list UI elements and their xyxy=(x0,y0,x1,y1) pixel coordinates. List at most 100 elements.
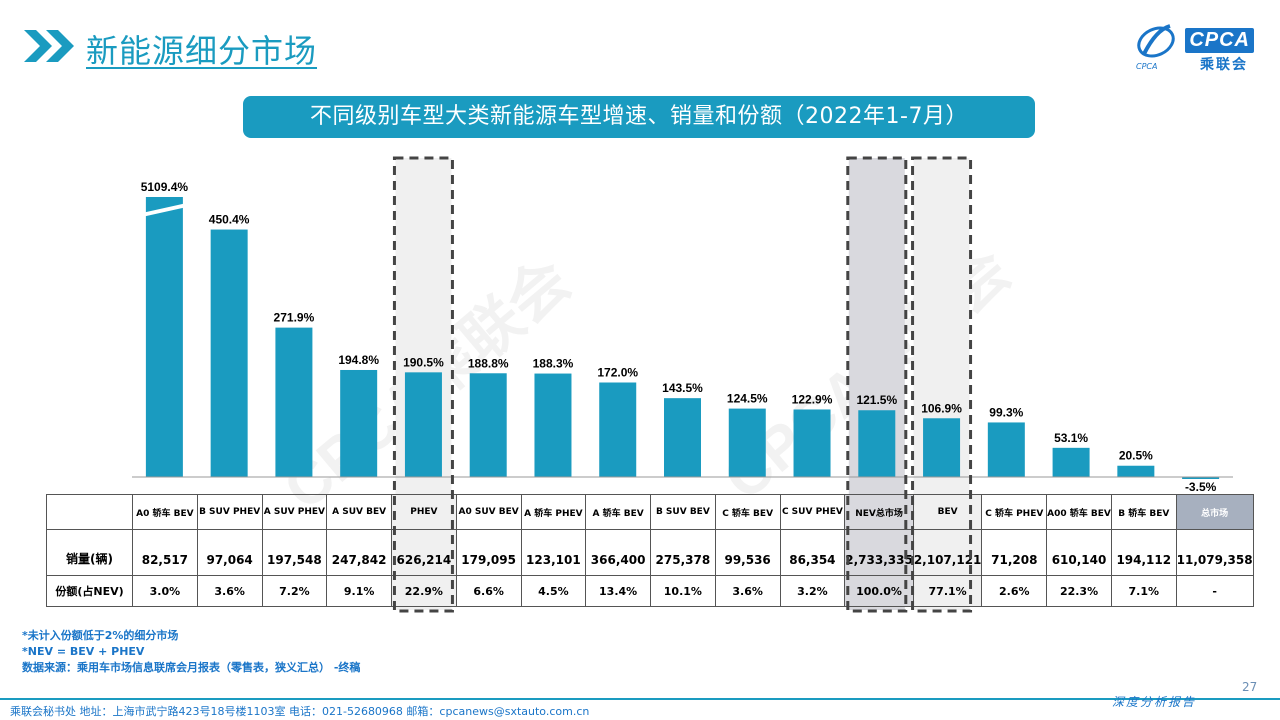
table-header-cell: NEV总市场 xyxy=(844,494,914,530)
table-header-cell: A 轿车 BEV xyxy=(585,494,651,530)
bar-value-label: 188.8% xyxy=(468,356,509,370)
table-cell: 6.6% xyxy=(455,575,522,607)
bar xyxy=(987,422,1025,477)
table-header-cell: C 轿车 BEV xyxy=(714,494,781,530)
table-cell: 366,400 xyxy=(585,529,651,576)
table-corner-cell xyxy=(46,494,133,530)
table-header-cell: B SUV PHEV xyxy=(196,494,263,530)
note-line: *未计入份额低于2%的细分市场 xyxy=(22,629,179,642)
table-header-cell: A0 SUV BEV xyxy=(455,494,522,530)
bar xyxy=(404,372,442,477)
bar xyxy=(469,373,507,477)
table-cell: 194,112 xyxy=(1110,529,1177,576)
table-header-cell: PHEV xyxy=(391,494,457,530)
table-cell: 4.5% xyxy=(520,575,587,607)
bar xyxy=(1052,447,1090,477)
page-title: 新能源细分市场 xyxy=(86,32,318,70)
logo-subtext: CPCA xyxy=(1136,62,1158,71)
axis-break-mark xyxy=(141,203,187,217)
bar xyxy=(534,373,572,477)
page-number: 27 xyxy=(1242,680,1258,694)
table-cell: 10.1% xyxy=(650,575,716,607)
table-cell: 71,208 xyxy=(981,529,1048,576)
table-cell: 275,378 xyxy=(650,529,716,576)
bar-value-label: 190.5% xyxy=(403,355,444,369)
table-cell: 13.4% xyxy=(585,575,651,607)
table-cell: 2.6% xyxy=(981,575,1048,607)
table-header-row: A0 轿车 BEV B SUV PHEV A SUV PHEV A SUV BEV PH… xyxy=(46,494,1254,530)
table-cell: 2,107,121 xyxy=(912,529,983,576)
bar xyxy=(275,327,313,477)
bar xyxy=(793,409,831,477)
table-header-cell: C SUV PHEV xyxy=(779,494,846,530)
bar-value-label: 450.4% xyxy=(209,213,250,227)
table-cell: 3.2% xyxy=(779,575,846,607)
bar-value-label: 172.0% xyxy=(597,366,638,380)
table-cell: 99,536 xyxy=(714,529,781,576)
bar-value-label: 20.5% xyxy=(1119,449,1153,463)
table-cell: - xyxy=(1175,575,1254,607)
bar xyxy=(340,369,378,477)
table-header-cell: A 轿车 PHEV xyxy=(520,494,587,530)
bar xyxy=(599,382,637,477)
table-cell: 610,140 xyxy=(1046,529,1112,576)
bar-value-label: 271.9% xyxy=(274,311,315,325)
table-cell: 97,064 xyxy=(196,529,263,576)
table-cell: 9.1% xyxy=(326,575,392,607)
bar xyxy=(858,410,896,477)
bar-value-label: -3.5% xyxy=(1185,480,1217,494)
bar xyxy=(728,408,766,477)
bar-value-label: 121.5% xyxy=(856,393,897,407)
chevron-double-icon xyxy=(24,30,74,62)
bar-value-label: 122.9% xyxy=(792,392,833,406)
table-cell: 123,101 xyxy=(520,529,587,576)
table-header-cell: A00 轿车 BEV xyxy=(1046,494,1112,530)
note-line: *NEV = BEV + PHEV xyxy=(22,645,145,658)
table-header-cell: A0 轿车 BEV xyxy=(132,494,198,530)
note-line: 数据来源：乘用车市场信息联席会月报表（零售表，狭义汇总） -终稿 xyxy=(22,661,361,674)
data-table: A0 轿车 BEV B SUV PHEV A SUV PHEV A SUV BEV PH… xyxy=(46,494,1254,607)
bar-value-label: 194.8% xyxy=(338,353,379,367)
table-row-label: 销量(辆) xyxy=(46,529,133,576)
table-row-label: 份额(占NEV) xyxy=(46,575,133,607)
table-cell: 100.0% xyxy=(844,575,914,607)
table-header-cell: BEV xyxy=(912,494,983,530)
table-row-share: 份额(占NEV) 3.0% 3.6% 7.2% 9.1% 22.9% 6.6% 4.5% 13.… xyxy=(46,575,1254,607)
table-cell: 11,079,358 xyxy=(1175,529,1254,576)
bar xyxy=(664,398,701,477)
logo-text-cn: 乘联会 xyxy=(1200,57,1248,73)
cpca-logo: CPCA 乘联会 CPCA xyxy=(1134,20,1262,74)
table-cell: 3.0% xyxy=(132,575,198,607)
logo-swirl-icon xyxy=(1137,24,1175,58)
table-cell: 247,842 xyxy=(326,529,392,576)
bar xyxy=(923,418,961,477)
table-cell: 86,354 xyxy=(779,529,846,576)
table-cell: 2,733,335 xyxy=(844,529,914,576)
bar xyxy=(210,229,248,477)
bar xyxy=(145,197,183,477)
bar-value-label: 99.3% xyxy=(989,405,1023,419)
table-cell: 3.6% xyxy=(714,575,781,607)
table-header-cell: C 轿车 PHEV xyxy=(981,494,1048,530)
table-cell: 179,095 xyxy=(455,529,522,576)
table-cell: 3.6% xyxy=(196,575,263,607)
table-cell: 22.9% xyxy=(391,575,457,607)
bar-value-label: 188.3% xyxy=(533,357,574,371)
bar-value-label: 53.1% xyxy=(1054,431,1088,445)
table-cell: 82,517 xyxy=(132,529,198,576)
table-cell: 197,548 xyxy=(261,529,328,576)
report-label: 深度分析报告 xyxy=(1112,695,1197,709)
table-header-cell: B 轿车 BEV xyxy=(1110,494,1177,530)
table-header-cell: 总市场 xyxy=(1175,494,1254,530)
footer-text: 乘联会秘书处 地址：上海市武宁路423号18号楼1103室 电话：021-526… xyxy=(10,705,590,718)
table-header-cell: B SUV BEV xyxy=(650,494,716,530)
bar-value-label: 143.5% xyxy=(662,381,703,395)
table-cell: 77.1% xyxy=(912,575,983,607)
chart-title: 不同级别车型大类新能源车型增速、销量和份额（2022年1-7月） xyxy=(243,96,1035,138)
table-cell: 626,214 xyxy=(391,529,457,576)
table-row-sales: 销量(辆) 82,517 97,064 197,548 247,842 626,214 17… xyxy=(46,529,1254,576)
table-cell: 7.1% xyxy=(1110,575,1177,607)
bar xyxy=(1182,477,1220,479)
table-header-cell: A SUV PHEV xyxy=(261,494,328,530)
table-cell: 22.3% xyxy=(1046,575,1112,607)
